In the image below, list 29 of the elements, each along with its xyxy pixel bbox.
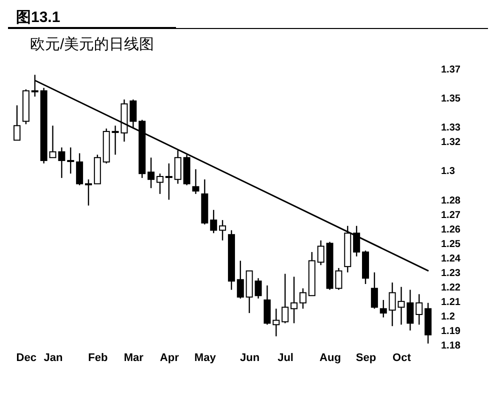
x-tick-label: Oct — [392, 352, 412, 364]
y-tick-label: 1.25 — [441, 238, 461, 250]
y-tick-label: 1.21 — [441, 296, 461, 308]
y-tick-label: 1.32 — [441, 137, 461, 148]
x-tick-label: Dec — [16, 352, 36, 364]
x-tick-label: Jul — [278, 352, 294, 364]
chart-subtitle: 欧元/美元的日线图 — [8, 28, 488, 54]
x-tick-label: Aug — [320, 352, 341, 364]
y-tick-label: 1.18 — [441, 340, 461, 352]
y-tick-label: 1.27 — [441, 210, 461, 221]
y-tick-label: 1.35 — [441, 94, 461, 105]
y-tick-label: 1.28 — [441, 195, 461, 206]
x-tick-label: Jun — [240, 352, 260, 364]
chart-title: 图13.1 — [8, 8, 176, 29]
x-tick-label: Mar — [124, 352, 144, 364]
y-tick-label: 1.2 — [441, 311, 456, 322]
x-tick-label: Jan — [44, 352, 63, 364]
x-tick-label: Apr — [160, 352, 180, 364]
y-tick-label: 1.22 — [441, 282, 461, 294]
y-tick-label: 1.37 — [441, 64, 461, 76]
y-tick-label: 1.24 — [441, 253, 461, 264]
x-tick-label: Sep — [356, 352, 376, 364]
x-tick-label: Feb — [88, 352, 108, 364]
y-tick-label: 1.26 — [441, 224, 461, 236]
x-tick-label: May — [194, 352, 217, 364]
y-tick-label: 1.3 — [441, 166, 456, 178]
y-tick-label: 1.23 — [441, 268, 461, 279]
y-tick-label: 1.19 — [441, 326, 461, 338]
y-tick-label: 1.33 — [441, 122, 461, 134]
